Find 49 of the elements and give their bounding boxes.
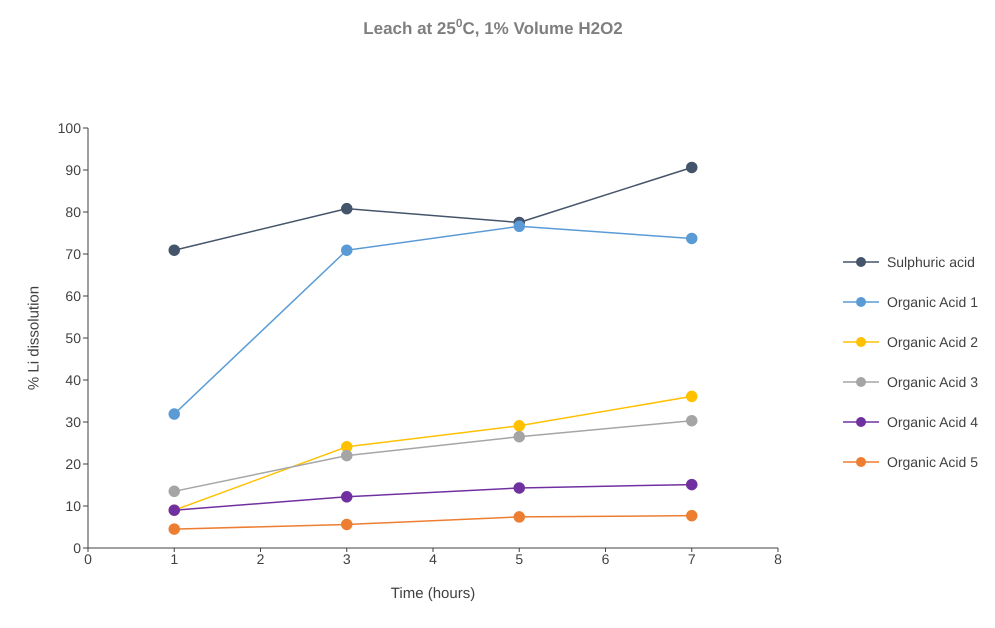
x-tick-label: 2 <box>256 550 265 567</box>
x-tick-label: 5 <box>515 550 524 567</box>
x-tick-label: 3 <box>342 550 351 567</box>
y-axis-title: % Li dissolution <box>25 286 42 390</box>
point <box>341 450 352 462</box>
point <box>341 244 352 256</box>
x-axis-title: Time (hours) <box>390 585 476 602</box>
point <box>514 220 525 232</box>
y-tick-label: 90 <box>65 162 82 178</box>
point <box>686 414 698 426</box>
legend-label: Organic Acid 5 <box>886 454 978 470</box>
y-tick-label: 30 <box>65 414 82 430</box>
x-tick-label: 4 <box>429 550 438 567</box>
legend-label: Organic Acid 2 <box>886 334 978 350</box>
x-tick-label: 7 <box>688 550 696 567</box>
legend-label: Organic Acid 4 <box>886 414 978 430</box>
point <box>686 478 698 490</box>
point <box>168 408 180 420</box>
y-tick-label: 70 <box>65 246 82 262</box>
point <box>514 430 525 442</box>
x-tick-label: 1 <box>170 550 178 567</box>
x-tick-label: 8 <box>774 550 782 567</box>
y-tick-label: 50 <box>65 330 82 346</box>
y-tick-label: 0 <box>73 540 82 556</box>
point <box>686 162 698 174</box>
point <box>514 482 525 494</box>
x-tick-label: 6 <box>602 550 610 567</box>
y-tick-label: 20 <box>65 456 82 472</box>
point <box>686 510 698 522</box>
point <box>168 486 180 498</box>
chart-title: Leach at 25$^{0}$C, 1% Volume H2O2 <box>363 16 623 38</box>
x-tick-label: 0 <box>84 550 92 567</box>
legend-label: Sulphuric acid <box>886 254 975 270</box>
legend-label: Organic Acid 1 <box>886 294 978 310</box>
legend-label: Organic Acid 3 <box>886 374 978 390</box>
y-tick-label: 60 <box>65 288 82 304</box>
point <box>514 511 525 523</box>
y-tick-label: 80 <box>65 204 82 220</box>
y-tick-label: 10 <box>65 498 82 514</box>
point <box>341 202 352 214</box>
point <box>168 523 180 535</box>
point <box>341 518 352 530</box>
y-tick-label: 100 <box>58 120 82 136</box>
point <box>341 491 352 503</box>
point <box>686 232 698 244</box>
point <box>168 244 180 256</box>
point <box>514 420 525 432</box>
point <box>686 390 698 402</box>
y-tick-label: 40 <box>65 372 82 388</box>
